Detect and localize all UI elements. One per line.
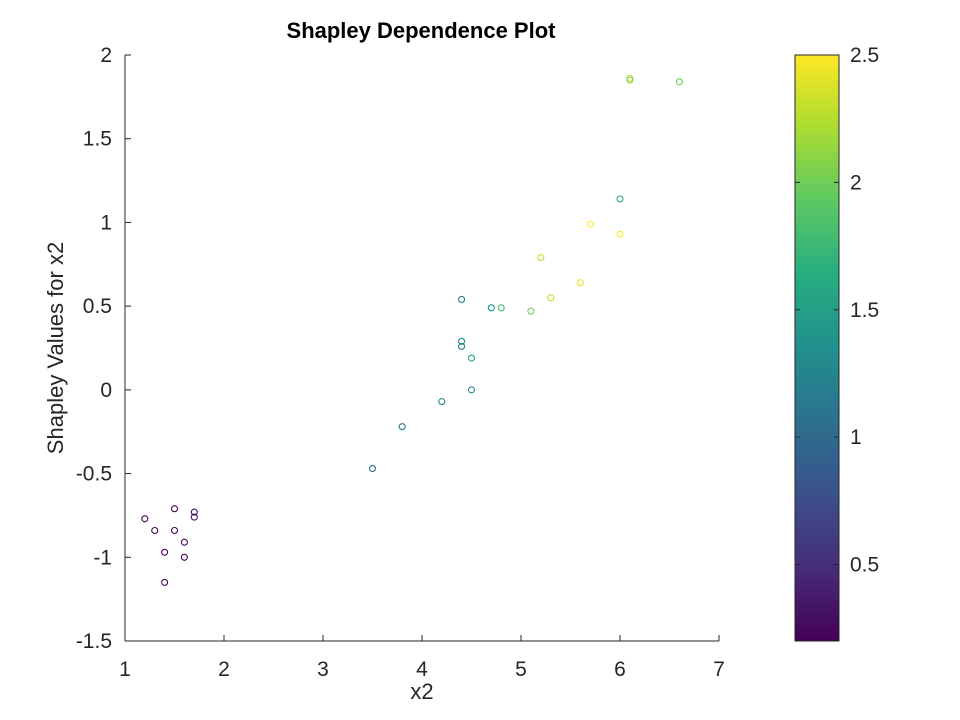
- colorbar-gradient: [794, 54, 840, 642]
- plot-background: [125, 55, 719, 641]
- x-tick-label: 1: [119, 658, 131, 681]
- y-axis-label: Shapley Values for x2: [43, 242, 68, 454]
- colorbar-tick-label: 2: [850, 171, 862, 194]
- y-tick-label: 0: [100, 379, 112, 402]
- x-axis-label: x2: [410, 679, 433, 704]
- data-point: [487, 304, 495, 312]
- data-point: [467, 354, 476, 362]
- data-point: [497, 304, 505, 312]
- data-point: [141, 515, 149, 523]
- x-tick-label: 3: [317, 658, 329, 681]
- y-tick-label: -0.5: [76, 463, 112, 486]
- colorbar-tick-label: 2.5: [850, 44, 879, 67]
- data-points: [141, 74, 683, 586]
- data-point: [170, 526, 179, 535]
- data-point: [586, 220, 594, 228]
- y-tick-label: -1.5: [76, 630, 112, 653]
- chart-title: Shapley Dependence Plot: [287, 18, 557, 43]
- y-axis-ticks: -1.5 -1 -0.5 0 0.5 1 1.5 2: [76, 44, 131, 653]
- data-point: [547, 294, 555, 302]
- data-point: [398, 423, 406, 431]
- plot-area: 1 2 3 4 5 6 7 -1.5 -1 -0.5 0 0.5 1 1.5 2: [76, 44, 725, 681]
- x-tick-label: 4: [416, 658, 428, 681]
- y-tick-label: 1: [100, 211, 112, 234]
- data-point: [616, 230, 624, 238]
- data-point: [458, 337, 466, 345]
- x-tick-label: 5: [515, 658, 527, 681]
- y-tick-label: 2: [100, 44, 112, 67]
- data-point: [180, 553, 188, 561]
- colorbar-tick-label: 0.5: [850, 554, 879, 577]
- data-point: [458, 295, 466, 303]
- y-tick-label: 1.5: [83, 128, 112, 151]
- x-tick-label: 6: [614, 658, 626, 681]
- data-point: [537, 254, 545, 262]
- x-tick-label: 2: [218, 658, 230, 681]
- data-point: [190, 508, 198, 516]
- colorbar-tick-label: 1.5: [850, 299, 879, 322]
- data-point: [527, 307, 535, 315]
- data-point: [576, 279, 584, 287]
- data-point: [190, 513, 198, 521]
- data-point: [151, 526, 159, 535]
- data-point: [616, 195, 624, 203]
- data-point: [180, 538, 188, 546]
- data-point: [467, 386, 476, 394]
- data-point: [368, 464, 377, 473]
- colorbar-ticks: 0.5 1 1.5 2 2.5: [795, 44, 879, 577]
- data-point: [675, 78, 683, 86]
- x-tick-label: 7: [713, 658, 725, 681]
- colorbar: 0.5 1 1.5 2 2.5: [794, 44, 879, 642]
- data-point: [626, 76, 634, 84]
- data-point: [161, 548, 169, 556]
- data-point: [458, 342, 466, 350]
- colorbar-tick-label: 1: [850, 426, 862, 449]
- x-axis-ticks: 1 2 3 4 5 6 7: [119, 635, 725, 681]
- y-tick-label: 0.5: [83, 295, 112, 318]
- data-point: [170, 505, 179, 513]
- data-point: [438, 398, 446, 406]
- data-point: [161, 578, 169, 586]
- y-tick-label: -1: [93, 546, 112, 569]
